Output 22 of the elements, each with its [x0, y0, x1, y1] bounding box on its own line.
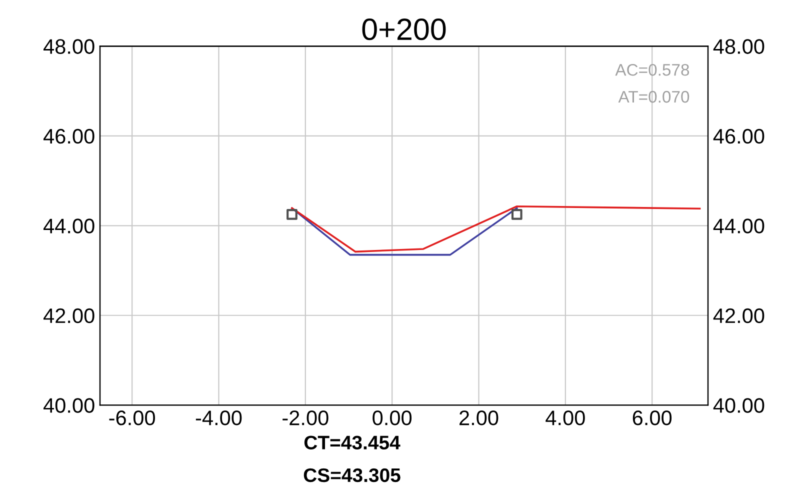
annotation: AT=0.070 [618, 90, 690, 103]
x-tick-label: 0.00 [372, 410, 412, 426]
y2-tick-label: 42.00 [713, 308, 764, 324]
y-tick-label: 42.00 [43, 308, 94, 324]
y2-tick-label: 48.00 [713, 39, 764, 54]
text: CS=43.305 [304, 468, 400, 482]
y-tick-label: 40.00 [43, 398, 94, 413]
y2-tick-label: 44.00 [713, 218, 764, 234]
x-tick-label: 4.00 [546, 410, 585, 426]
y-tick-label: 46.00 [43, 128, 94, 144]
x-tick-label: 6.00 [632, 410, 672, 426]
x-tick-label: -2.00 [282, 410, 328, 426]
y-tick-label: 48.00 [43, 39, 94, 54]
x-tick-label: -6.00 [109, 410, 155, 426]
chart-title: 0+200 [362, 18, 446, 40]
annotation: AC=0.578 [615, 64, 690, 76]
y2-tick-label: 46.00 [713, 128, 764, 144]
y2-tick-label: 40.00 [713, 398, 764, 413]
x-tick-label: 2.00 [460, 410, 498, 426]
y-tick-label: 44.00 [43, 218, 94, 234]
x-tick-label: -4.00 [196, 410, 242, 426]
text: CT=43.454 [304, 436, 400, 450]
